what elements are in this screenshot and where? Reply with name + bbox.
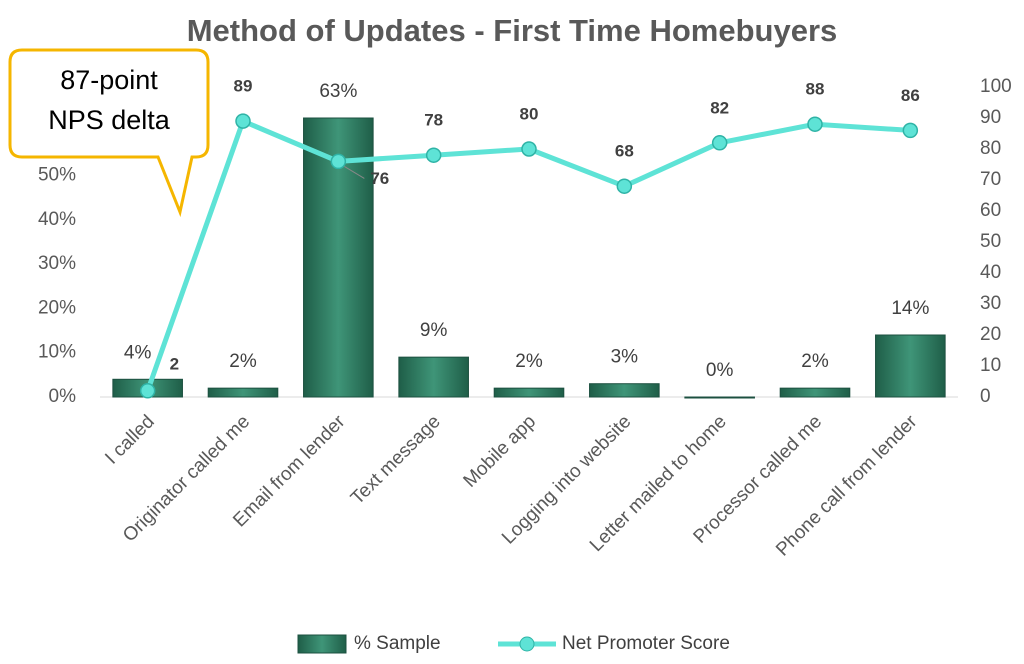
legend-swatch — [297, 634, 347, 654]
line-label: 82 — [710, 98, 729, 117]
y2-tick-label: 50 — [980, 231, 1001, 252]
bar — [589, 383, 660, 398]
bar — [779, 387, 851, 398]
line-marker — [330, 153, 347, 170]
bar — [493, 387, 565, 398]
line-marker — [235, 113, 251, 129]
bar — [398, 356, 469, 398]
value-label: 9% — [420, 320, 448, 341]
callout: 87-point NPS delta — [8, 48, 210, 218]
y2-tick-label: 60 — [980, 200, 1001, 221]
bar — [684, 396, 755, 399]
annotation: NPS delta — [48, 105, 171, 135]
value-label: 63% — [319, 81, 357, 102]
line-marker — [902, 122, 919, 139]
line-label: 78 — [424, 111, 443, 130]
line-marker — [807, 116, 823, 132]
y-tick-label: 50% — [38, 165, 76, 186]
legend-marker — [519, 636, 535, 652]
bar — [207, 387, 279, 398]
y2-tick-label: 40 — [980, 262, 1001, 283]
leader-line — [344, 165, 365, 179]
bar — [875, 334, 946, 398]
y-tick-label: 10% — [38, 342, 76, 363]
value-label: 4% — [124, 342, 152, 363]
line-label: 88 — [806, 80, 825, 99]
value-label: 0% — [706, 360, 734, 381]
line-marker — [425, 147, 442, 163]
x-tick-label: I called — [101, 411, 158, 468]
x-tick-label: Text message — [347, 411, 445, 509]
legend-label: Net Promoter Score — [562, 633, 730, 654]
y2-tick-label: 20 — [980, 324, 1001, 345]
legend-label: % Sample — [354, 633, 441, 654]
y2-tick-label: 70 — [980, 169, 1001, 190]
value-label: 14% — [891, 298, 929, 319]
line-label: 76 — [370, 169, 389, 188]
y2-tick-label: 100 — [980, 76, 1012, 97]
x-tick-label: Mobile app — [460, 411, 541, 492]
value-label: 2% — [515, 351, 543, 372]
y2-tick-label: 10 — [980, 355, 1001, 376]
line-marker — [521, 141, 537, 157]
y-tick-label: 40% — [38, 209, 76, 230]
y2-tick-label: 30 — [980, 293, 1001, 314]
callout-box — [8, 48, 210, 218]
line-label: 80 — [520, 104, 539, 123]
y2-tick-label: 0 — [980, 386, 991, 407]
chart-title: Method of Updates - First Time Homebuyer… — [187, 13, 838, 48]
line-marker — [616, 178, 633, 194]
y-tick-label: 0% — [49, 386, 77, 407]
line-marker — [711, 135, 728, 151]
value-label: 2% — [229, 351, 257, 372]
line-label: 86 — [901, 86, 920, 105]
line-marker — [139, 383, 156, 399]
value-label: 2% — [801, 351, 829, 372]
line-label: 89 — [234, 77, 253, 96]
value-label: 3% — [611, 347, 639, 368]
y-tick-label: 30% — [38, 253, 76, 274]
y2-tick-label: 90 — [980, 107, 1001, 128]
line-label: 2 — [170, 354, 179, 373]
y2-tick-label: 80 — [980, 138, 1001, 159]
line-label: 68 — [615, 142, 634, 161]
y-tick-label: 20% — [38, 297, 76, 318]
annotation: 87-point — [60, 65, 158, 95]
